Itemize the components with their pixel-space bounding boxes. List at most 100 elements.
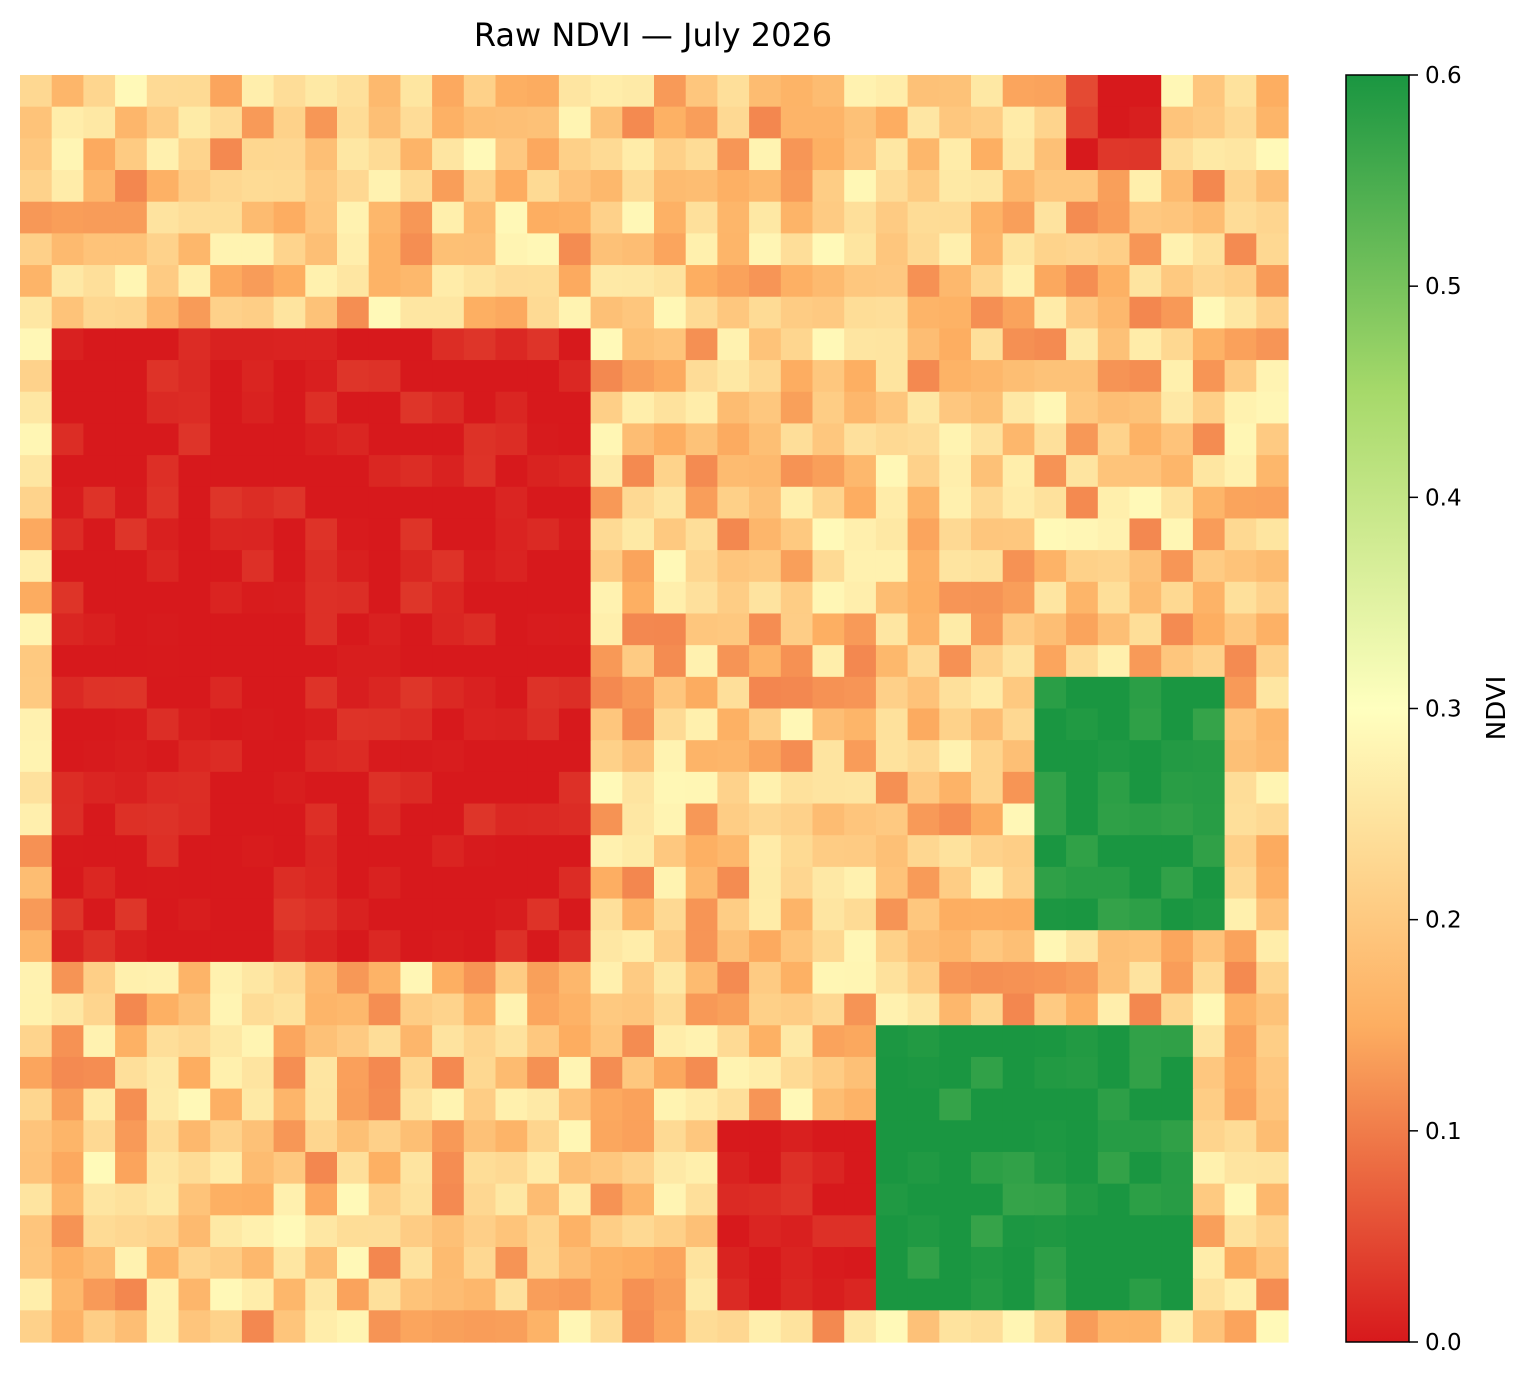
heatmap-cell (717, 803, 750, 836)
heatmap-cell (1129, 201, 1162, 234)
heatmap-cell (1256, 550, 1289, 583)
heatmap-cell (685, 201, 718, 234)
heatmap-cell (590, 1183, 623, 1216)
heatmap-cell (1129, 518, 1162, 551)
heatmap-cell (907, 1246, 940, 1280)
heatmap-cell (558, 1215, 592, 1248)
heatmap-cell (83, 961, 116, 995)
heatmap-cell (527, 930, 560, 963)
heatmap-cell (1224, 835, 1257, 868)
heatmap-cell (875, 1310, 909, 1343)
heatmap-cell (1192, 961, 1226, 995)
heatmap-cell (115, 360, 148, 393)
heatmap-cell (685, 170, 718, 203)
heatmap-cell (463, 1215, 497, 1248)
heatmap-cell (337, 961, 370, 995)
heatmap-cell (844, 423, 877, 456)
heatmap-cell (1256, 898, 1289, 931)
heatmap-cell (1256, 486, 1289, 520)
heatmap-cell (1224, 170, 1257, 203)
heatmap-cell (1161, 771, 1194, 805)
heatmap-cell (749, 613, 782, 646)
heatmap-cell (368, 1310, 401, 1343)
heatmap-cell (971, 486, 1004, 520)
heatmap-cell (368, 835, 401, 868)
heatmap-cell (971, 1151, 1004, 1185)
heatmap-cell (907, 170, 940, 203)
heatmap-cell (907, 1215, 940, 1248)
heatmap-cell (1034, 961, 1067, 995)
heatmap-cell (337, 455, 370, 488)
heatmap-cell (146, 1056, 180, 1090)
heatmap-cell (273, 803, 306, 836)
heatmap-cell (495, 75, 528, 108)
heatmap-cell (780, 835, 814, 868)
heatmap-cell (685, 1056, 718, 1090)
heatmap-cell (1034, 740, 1067, 773)
heatmap-cell (654, 550, 687, 583)
heatmap-cell (780, 423, 814, 456)
heatmap-cell (210, 423, 243, 456)
heatmap-cell (432, 360, 465, 393)
heatmap-cell (178, 961, 211, 995)
heatmap-cell (558, 1310, 592, 1343)
heatmap-cell (273, 1310, 306, 1343)
heatmap-cell (654, 518, 687, 551)
heatmap-cell (971, 518, 1004, 551)
heatmap-cell (178, 740, 211, 773)
heatmap-cell (527, 835, 560, 868)
heatmap-cell (685, 581, 718, 615)
heatmap-cell (1256, 645, 1289, 678)
heatmap-cell (685, 423, 718, 456)
heatmap-cell (400, 740, 433, 773)
heatmap-cell (146, 676, 180, 710)
heatmap-cell (527, 866, 560, 900)
heatmap-cell (749, 866, 782, 900)
heatmap-cell (717, 1183, 750, 1216)
heatmap-cell (971, 1056, 1004, 1090)
heatmap-cell (1161, 961, 1194, 995)
heatmap-cell (749, 106, 782, 139)
heatmap-cell (812, 676, 845, 710)
heatmap-cell (939, 1056, 972, 1090)
heatmap-cell (1129, 1120, 1162, 1153)
heatmap-cell (971, 866, 1004, 900)
heatmap-cell (51, 740, 84, 773)
heatmap-cell (305, 771, 338, 805)
heatmap-cell (812, 866, 845, 900)
heatmap-cell (685, 708, 718, 741)
heatmap-cell (1256, 296, 1289, 329)
heatmap-cell (1066, 993, 1099, 1026)
heatmap-cell (305, 328, 338, 361)
heatmap-cell (812, 1246, 845, 1280)
heatmap-cell (685, 740, 718, 773)
heatmap-cell (939, 1183, 972, 1216)
heatmap-cell (558, 961, 592, 995)
heatmap-cell (1097, 455, 1131, 488)
heatmap-cell (622, 455, 655, 488)
heatmap-cell (305, 613, 338, 646)
heatmap-cell (1097, 233, 1131, 266)
heatmap-cell (939, 803, 972, 836)
heatmap-cell (1066, 486, 1099, 520)
heatmap-cell (780, 170, 814, 203)
heatmap-cell (875, 138, 909, 171)
heatmap-cell (463, 645, 497, 678)
heatmap-cell (1002, 771, 1035, 805)
heatmap-cell (1034, 1246, 1067, 1280)
heatmap-cell (1224, 1056, 1257, 1090)
heatmap-cell (971, 740, 1004, 773)
heatmap-cell (875, 993, 909, 1026)
heatmap-cell (146, 106, 180, 139)
heatmap-cell (146, 1088, 180, 1121)
heatmap-cell (432, 486, 465, 520)
heatmap-cell (622, 961, 655, 995)
heatmap-cell (83, 1025, 116, 1058)
heatmap-cell (717, 423, 750, 456)
heatmap-cell (527, 233, 560, 266)
heatmap-cell (971, 803, 1004, 836)
heatmap-cell (463, 550, 497, 583)
heatmap-cell (939, 740, 972, 773)
heatmap-cell (210, 1215, 243, 1248)
heatmap-cell (1192, 581, 1226, 615)
